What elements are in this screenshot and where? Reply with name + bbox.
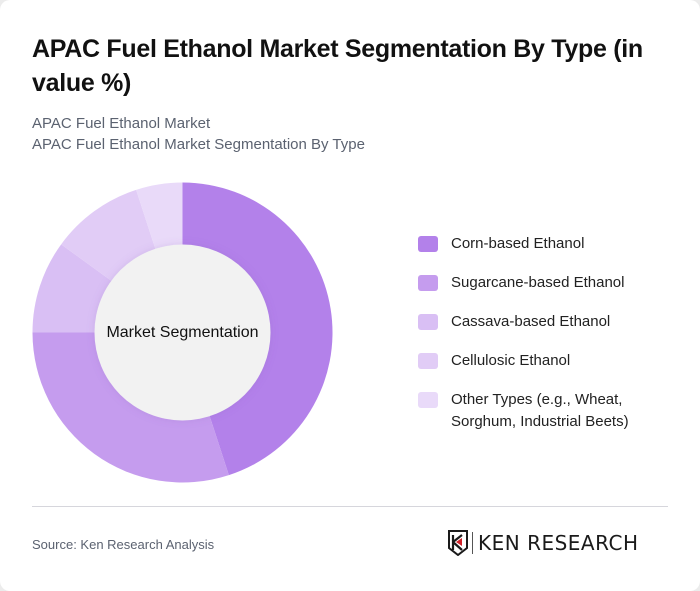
donut-hole [94, 244, 271, 421]
chart-title: APAC Fuel Ethanol Market Segmentation By… [32, 35, 643, 97]
ken-research-k-shield-icon [448, 530, 468, 556]
legend-swatch [418, 392, 438, 408]
legend-item-other[interactable]: Other Types (e.g., Wheat, Sorghum, Indus… [418, 389, 688, 433]
legend-label: Other Types (e.g., Wheat, Sorghum, Indus… [451, 391, 629, 430]
legend-label: Corn-based Ethanol [451, 235, 585, 252]
legend-item-corn[interactable]: Corn-based Ethanol [418, 233, 688, 255]
legend-swatch [418, 275, 438, 291]
legend-item-cassava[interactable]: Cassava-based Ethanol [418, 311, 688, 333]
legend-item-sugarcane[interactable]: Sugarcane-based Ethanol [418, 272, 688, 294]
donut-chart: Market Segmentation [30, 180, 335, 485]
subtitle-market: APAC Fuel Ethanol Market [32, 115, 211, 132]
source-note: Source: Ken Research Analysis [32, 537, 215, 552]
chart-subtitle: APAC Fuel Ethanol Market APAC Fuel Ethan… [32, 113, 365, 155]
logo-text: KEN RESEARCH [478, 531, 639, 555]
legend-swatch [418, 314, 438, 330]
legend-label: Cassava-based Ethanol [451, 313, 611, 330]
logo-separator [472, 532, 473, 554]
footer-divider [32, 506, 668, 507]
legend-swatch [418, 236, 438, 252]
chart-legend: Corn-based Ethanol Sugarcane-based Ethan… [418, 233, 688, 450]
legend-swatch [418, 353, 438, 369]
legend-label: Sugarcane-based Ethanol [451, 274, 625, 291]
donut-svg [32, 182, 333, 483]
ken-research-logo: KEN RESEARCH [448, 530, 639, 556]
legend-item-cellulosic[interactable]: Cellulosic Ethanol [418, 350, 688, 372]
legend-label: Cellulosic Ethanol [451, 352, 571, 369]
subtitle-segmentation: APAC Fuel Ethanol Market Segmentation By… [32, 136, 365, 153]
